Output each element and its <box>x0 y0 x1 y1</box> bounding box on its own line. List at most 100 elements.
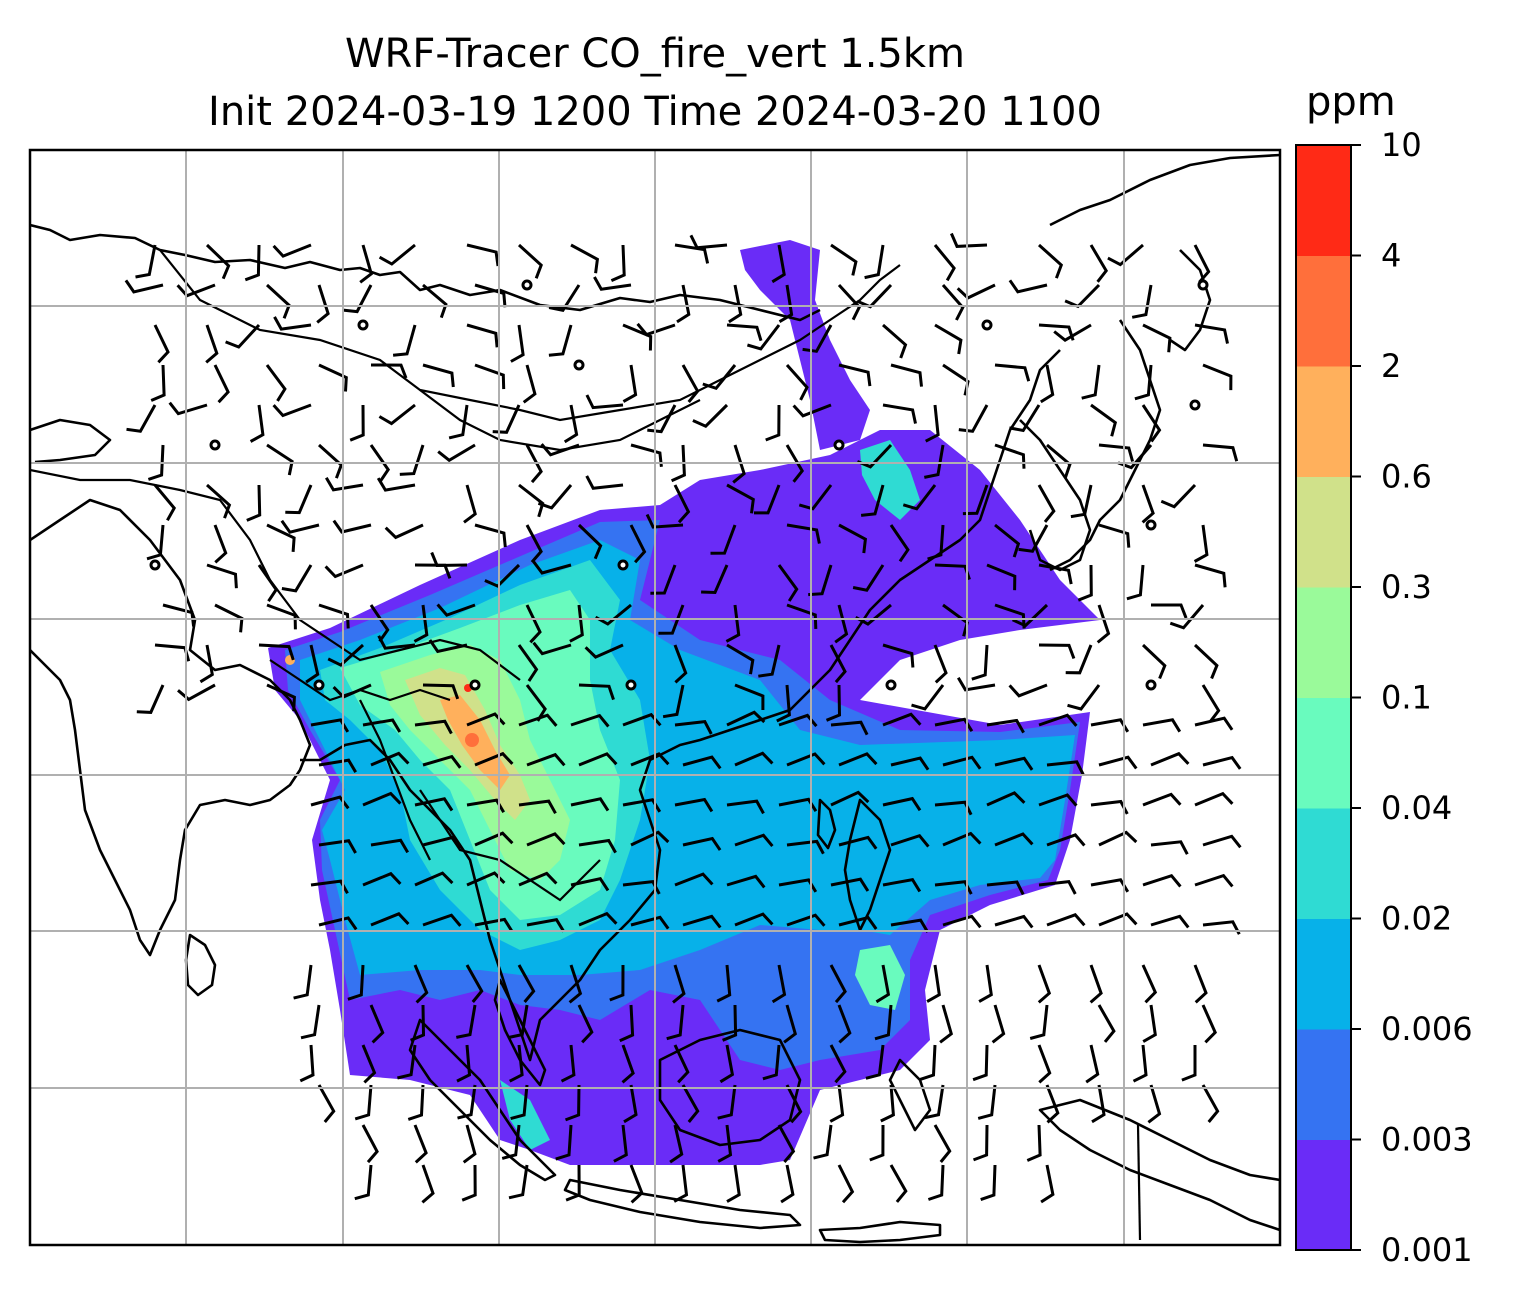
coastline-japan-north <box>1169 249 1212 352</box>
wind-barb <box>258 643 295 661</box>
wind-barb <box>510 324 525 363</box>
wind-barb <box>1147 1084 1162 1124</box>
wind-barb <box>370 751 410 767</box>
wind-barb <box>537 484 573 510</box>
wind-barb <box>658 604 685 635</box>
wind-barb <box>532 641 572 656</box>
wind-barb <box>813 1124 833 1160</box>
wind-barb <box>570 713 610 728</box>
wind-barb <box>834 604 849 644</box>
wind-barb <box>719 1044 735 1084</box>
wind-barb <box>986 880 1025 896</box>
wind-barb <box>726 799 765 815</box>
wind-barb <box>783 1004 798 1044</box>
wind-barb <box>508 1164 529 1200</box>
wind-barb <box>422 754 462 769</box>
wind-barb <box>585 475 624 490</box>
wind-barb <box>568 964 583 1004</box>
wind-barb <box>474 363 506 390</box>
wind-barb <box>430 551 468 568</box>
wind-barb <box>1132 1044 1148 1083</box>
coastline-caspian-west <box>30 418 112 464</box>
wind-barb <box>994 832 1034 847</box>
wind-barb <box>785 444 805 483</box>
calm-wind-marker <box>1189 399 1201 411</box>
wind-barb <box>126 404 157 433</box>
wind-barb <box>1142 792 1182 807</box>
wind-barb <box>359 244 374 284</box>
coastline-sulawesi <box>888 1058 932 1132</box>
wind-barb <box>865 1044 885 1080</box>
colorbar-segment <box>1296 145 1351 256</box>
calm-wind-marker <box>1145 519 1157 531</box>
wind-barb <box>669 1124 684 1164</box>
wind-barb <box>484 563 521 588</box>
wind-barb <box>777 564 799 602</box>
wind-barb <box>1202 443 1239 462</box>
wind-barb <box>577 523 603 560</box>
wind-barb <box>474 283 507 308</box>
wind-barb <box>610 244 626 282</box>
wind-barb <box>1053 323 1092 343</box>
wind-barb <box>882 323 908 359</box>
colorbar-segment <box>1296 697 1351 809</box>
wind-barb <box>492 404 521 434</box>
wind-barb <box>890 363 923 387</box>
wind-barb <box>838 752 878 767</box>
wind-barb <box>830 790 870 807</box>
wind-barb <box>213 364 230 404</box>
wind-barb <box>124 279 164 294</box>
wind-barb <box>299 1044 315 1083</box>
wind-barb <box>838 915 878 930</box>
wind-barb <box>272 403 312 418</box>
wind-barb <box>934 880 973 895</box>
coastline-sakhalin-east <box>1049 153 1280 227</box>
wind-barb <box>666 1004 685 1041</box>
wind-barb <box>722 1004 738 1042</box>
coastline-india <box>30 498 312 957</box>
wind-barb <box>266 683 296 712</box>
wind-barb <box>213 524 228 564</box>
wind-barb <box>1045 1084 1060 1124</box>
wind-barb <box>874 1004 893 1041</box>
wind-barb <box>162 603 196 627</box>
wind-barb <box>629 1164 644 1204</box>
wind-barb <box>517 644 539 682</box>
wind-barb <box>1040 364 1055 404</box>
wind-barb <box>1193 524 1209 563</box>
wind-barb <box>413 964 429 1004</box>
wind-barb <box>399 444 425 476</box>
wind-barb <box>889 524 910 563</box>
wind-barb <box>422 835 462 850</box>
wind-barb <box>518 713 558 727</box>
wind-barb <box>919 1044 937 1081</box>
wind-barb <box>778 797 818 812</box>
coastline-china-east <box>809 349 1061 691</box>
wind-barb <box>1142 1004 1157 1043</box>
wind-barb <box>1141 964 1158 1004</box>
wind-barb <box>1037 964 1052 1004</box>
wind-barb <box>354 1164 373 1201</box>
wind-barb <box>978 964 993 1003</box>
wind-barb <box>1077 564 1093 602</box>
wind-barb <box>1201 1084 1220 1123</box>
wind-barb <box>437 443 476 463</box>
wind-barb <box>728 284 743 324</box>
wind-barb <box>570 877 610 892</box>
map-plot-area <box>30 153 1280 1244</box>
wind-barb <box>225 323 261 349</box>
wind-barb <box>146 524 165 561</box>
wind-barb <box>570 243 600 274</box>
wind-barb <box>522 364 537 404</box>
wind-barb <box>875 964 891 1004</box>
wind-barb <box>1201 684 1221 723</box>
wind-barb <box>332 519 372 534</box>
wind-barb <box>630 752 670 767</box>
wind-barb <box>1150 751 1190 767</box>
wind-barb <box>525 604 542 644</box>
wind-barb <box>1150 840 1189 855</box>
wind-barb <box>1193 244 1211 284</box>
wind-barb <box>926 964 941 1003</box>
wind-barb <box>942 755 982 770</box>
